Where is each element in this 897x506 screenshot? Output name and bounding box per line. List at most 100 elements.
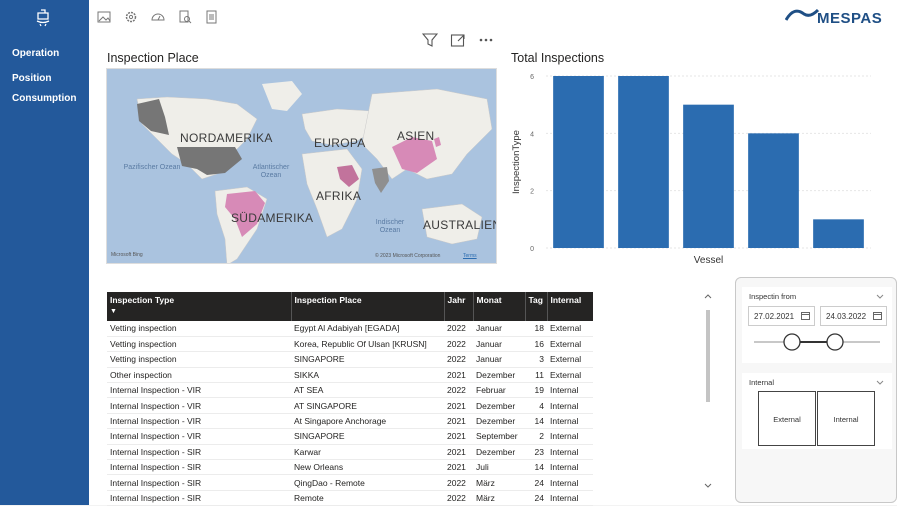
bar[interactable]	[748, 133, 799, 248]
sidebar: Operation Position Consumption	[0, 0, 89, 505]
total-inspections-chart[interactable]: InspectionType Vessel 0 2 4 6	[508, 66, 878, 266]
calendar-icon[interactable]	[801, 311, 810, 320]
table-row[interactable]: Internal Inspection - VIR AT SINGAPORE 202…	[107, 397, 593, 414]
col-header-inspection-type[interactable]: Inspection Type ▼	[107, 292, 292, 321]
table-scrollbar[interactable]	[704, 294, 712, 492]
table-cell: 2022	[444, 490, 473, 506]
chevron-down-icon[interactable]	[876, 380, 884, 386]
table-cell: Februar	[473, 382, 525, 399]
table-cell: External	[547, 367, 593, 384]
table-cell: Vetting inspection	[107, 321, 291, 337]
table-cell: QingDao - Remote	[291, 474, 444, 491]
brand-logo: MESPAS	[785, 6, 889, 28]
inspection-map[interactable]: NORDAMERIKA EUROPA ASIEN AFRIKA SÜDAMERI…	[106, 68, 497, 264]
table-cell: 2022	[444, 351, 473, 368]
table-cell: External	[547, 336, 593, 353]
slider-start-handle[interactable]	[783, 333, 801, 351]
col-header-monat[interactable]: Monat	[473, 292, 526, 321]
table-cell: At Singapore Anchorage	[291, 413, 444, 430]
image-icon[interactable]	[97, 10, 111, 24]
table-cell: Internal Inspection - VIR	[107, 382, 291, 399]
map-title: Inspection Place	[107, 51, 199, 65]
sidebar-item-position[interactable]: Position	[12, 73, 52, 84]
report-search-icon[interactable]	[178, 10, 192, 24]
slider-end-handle[interactable]	[826, 333, 844, 351]
table-row[interactable]: Other inspection SIKKA 2021 Dezember 11 Exter…	[107, 367, 593, 384]
internal-slicer-title: Internal	[749, 378, 775, 387]
x-axis-label: Vessel	[694, 255, 723, 266]
table-cell: Vetting inspection	[107, 336, 291, 353]
col-header-inspection-place[interactable]: Inspection Place	[291, 292, 445, 321]
table-body: Vetting inspection Egypt Al Adabiyah [EGA…	[107, 321, 593, 506]
gear-icon[interactable]	[124, 10, 138, 24]
table-cell: Internal Inspection - SIR	[107, 474, 291, 491]
table-row[interactable]: Internal Inspection - SIR New Orleans 2021…	[107, 459, 593, 476]
table-row[interactable]: Internal Inspection - VIR AT SEA 2022 Febru…	[107, 382, 593, 399]
date-start-value: 27.02.2021	[754, 312, 795, 321]
bar[interactable]	[683, 104, 734, 248]
table-row[interactable]: Internal Inspection - SIR QingDao - Remot…	[107, 474, 593, 491]
sidebar-item-operation[interactable]: Operation	[12, 48, 60, 59]
col-header-internal[interactable]: Internal	[547, 292, 593, 321]
date-end-value: 24.03.2022	[826, 312, 867, 321]
table-row[interactable]: Internal Inspection - VIR At Singapore An…	[107, 413, 593, 430]
tile-internal[interactable]: Internal	[817, 391, 875, 446]
date-range-slider[interactable]	[752, 332, 882, 352]
table-cell: Vetting inspection	[107, 351, 291, 368]
y-tick-label: 4	[530, 131, 534, 138]
scroll-thumb[interactable]	[706, 310, 710, 402]
table-cell: 4	[525, 397, 547, 414]
table-row[interactable]: Internal Inspection - SIR Remote 2022 März 2…	[107, 490, 593, 506]
bar[interactable]	[553, 76, 604, 248]
more-options-icon[interactable]	[478, 32, 494, 48]
map-label-asia: ASIEN	[397, 129, 435, 143]
slicer-panel: Inspectin from 27.02.2021 24.03.2022 Int…	[735, 277, 897, 503]
date-start-input[interactable]: 27.02.2021	[748, 306, 815, 326]
ship-icon[interactable]	[35, 7, 51, 27]
tile-external[interactable]: External	[758, 391, 816, 446]
scroll-up-icon[interactable]	[704, 294, 712, 299]
table-cell: Internal	[547, 413, 593, 430]
table-row[interactable]: Internal Inspection - SIR Karwar 2021 Dezem…	[107, 444, 593, 461]
bar[interactable]	[813, 219, 864, 248]
table-cell: 24	[525, 490, 547, 506]
bar[interactable]	[618, 76, 669, 248]
table-cell: SINGAPORE	[291, 351, 444, 368]
table-cell: 2021	[444, 367, 473, 384]
col-header-jahr[interactable]: Jahr	[444, 292, 474, 321]
table-cell: März	[473, 474, 525, 491]
table-cell: Januar	[473, 321, 525, 337]
table-cell: Korea, Republic Of Ulsan [KRUSN]	[291, 336, 444, 353]
calendar-icon[interactable]	[873, 311, 882, 320]
ocean-label-indian: Indischer Ozean	[375, 219, 405, 234]
map-terms-link[interactable]: Terms	[463, 253, 477, 259]
table-cell: Egypt Al Adabiyah [EGADA]	[291, 321, 444, 337]
sidebar-item-consumption[interactable]: Consumption	[12, 93, 77, 104]
chevron-down-icon[interactable]	[876, 294, 884, 300]
scroll-down-icon[interactable]	[704, 483, 712, 488]
table-cell: 3	[525, 351, 547, 368]
table-cell: Dezember	[473, 367, 525, 384]
filter-icon[interactable]	[422, 32, 438, 48]
report-canvas: MESPAS Inspection Place	[89, 0, 897, 506]
focus-mode-icon[interactable]	[450, 32, 466, 48]
table-cell: 2021	[444, 459, 473, 476]
document-icon[interactable]	[205, 10, 219, 24]
table-cell: 23	[525, 444, 547, 461]
table-cell: Karwar	[291, 444, 444, 461]
table-row[interactable]: Vetting inspection Korea, Republic Of Uls…	[107, 336, 593, 353]
table-row[interactable]: Internal Inspection - VIR SINGAPORE 2021 Se…	[107, 428, 593, 445]
date-slicer[interactable]: Inspectin from 27.02.2021 24.03.2022	[742, 287, 892, 363]
gauge-icon[interactable]	[151, 10, 165, 24]
table-row[interactable]: Vetting inspection SINGAPORE 2022 Januar 3 Ex…	[107, 351, 593, 368]
table-cell: Dezember	[473, 397, 525, 414]
table-cell: Dezember	[473, 413, 525, 430]
col-header-tag[interactable]: Tag	[525, 292, 548, 321]
internal-slicer[interactable]: Internal External Internal	[742, 373, 892, 449]
table-cell: 2021	[444, 428, 473, 445]
sort-desc-icon[interactable]: ▼	[110, 308, 117, 315]
inspection-table[interactable]: Inspection Type ▼ Inspection Place Jahr M…	[107, 292, 593, 506]
date-end-input[interactable]: 24.03.2022	[820, 306, 887, 326]
table-cell: 2022	[444, 336, 473, 353]
table-row[interactable]: Vetting inspection Egypt Al Adabiyah [EGA…	[107, 321, 593, 337]
